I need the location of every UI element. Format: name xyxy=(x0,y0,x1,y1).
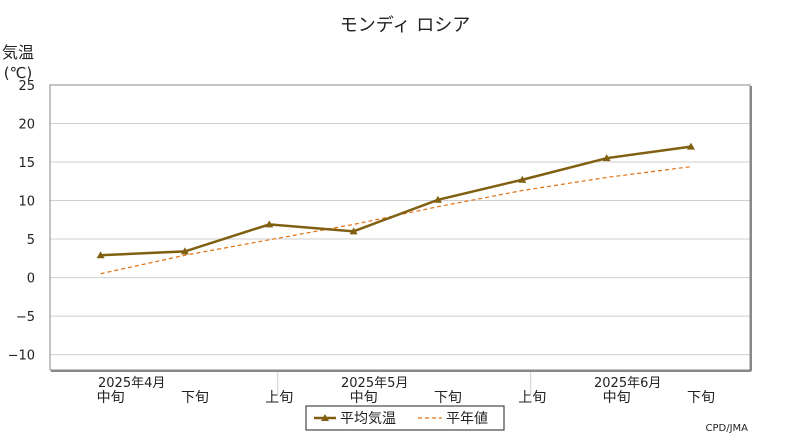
x-tick-label: 下旬 xyxy=(434,390,462,406)
y-axis-unit: (℃) xyxy=(4,64,33,82)
x-tick-label: 上旬 xyxy=(518,390,546,406)
legend-marker xyxy=(321,414,329,421)
y-axis-label: 気温 xyxy=(2,43,34,62)
y-tick-label: 10 xyxy=(18,195,35,210)
data-point-marker xyxy=(686,142,695,150)
x-month-label: 2025年4月 xyxy=(98,376,165,391)
data-point-marker xyxy=(96,251,105,259)
chart-title: モンディ ロシア xyxy=(340,15,470,36)
data-point-marker xyxy=(602,154,611,162)
y-tick-label: 25 xyxy=(18,79,35,94)
y-tick-label: 20 xyxy=(18,118,35,133)
x-month-label: 2025年6月 xyxy=(594,376,661,391)
legend: 平均気温 平年値 xyxy=(305,405,505,431)
x-tick-label: 中旬 xyxy=(603,390,631,406)
x-tick-label: 上旬 xyxy=(265,390,293,406)
credit-text: CPD/JMA xyxy=(706,423,749,434)
series-line-average-temperature xyxy=(100,145,692,257)
data-point-marker xyxy=(180,247,189,255)
legend-box xyxy=(305,405,505,431)
x-tick-label: 中旬 xyxy=(97,390,125,406)
legend-label-average-temperature: 平均気温 xyxy=(340,411,396,427)
x-tick-label: 下旬 xyxy=(687,390,715,406)
y-tick-label: 0 xyxy=(27,272,35,287)
data-point-marker xyxy=(265,220,274,228)
legend-label-normal-value: 平年値 xyxy=(446,411,488,427)
data-point-marker xyxy=(433,195,442,203)
y-tick-label: −10 xyxy=(8,349,35,364)
y-tick-label: 15 xyxy=(18,156,35,171)
y-tick-label: −5 xyxy=(16,310,35,325)
series-line-normal-value xyxy=(100,166,692,275)
x-month-label: 2025年5月 xyxy=(341,376,408,391)
data-point-marker xyxy=(349,227,358,235)
x-tick-label: 下旬 xyxy=(181,390,209,406)
data-point-marker xyxy=(518,175,527,183)
x-tick-label: 中旬 xyxy=(350,390,378,406)
y-tick-label: 5 xyxy=(27,233,35,248)
plot-area-frame xyxy=(49,84,751,371)
